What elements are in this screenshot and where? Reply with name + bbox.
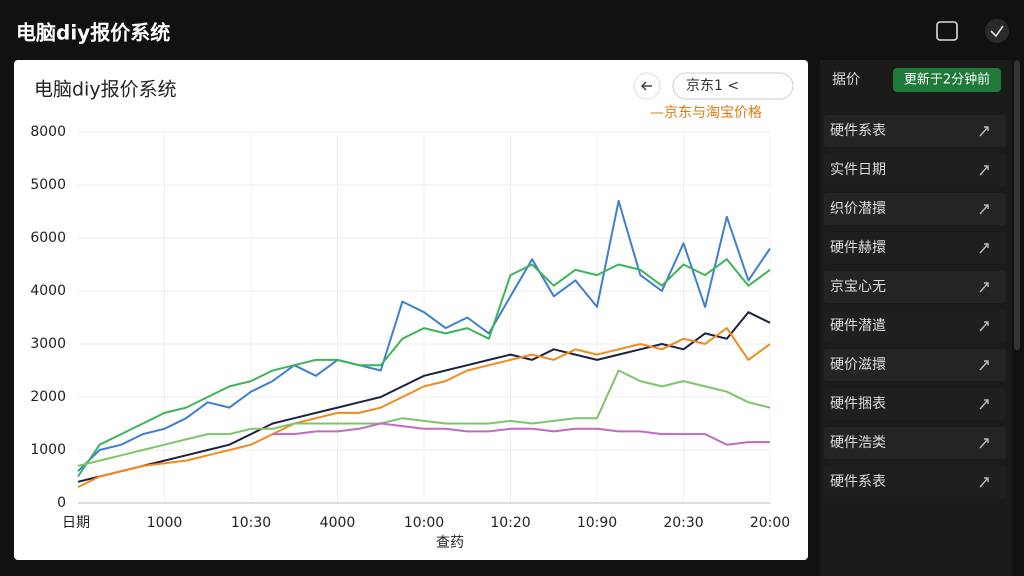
back-icon xyxy=(640,81,652,91)
check-icon xyxy=(990,25,1004,38)
update-button[interactable] xyxy=(893,68,1001,92)
close-button[interactable] xyxy=(985,19,1009,43)
sidebar-item[interactable] xyxy=(824,154,1006,186)
edit-icon xyxy=(979,204,989,215)
x-axis-label: 查药 xyxy=(436,535,464,551)
sidebar-item[interactable] xyxy=(824,232,1006,264)
sidebar-title: 据价 xyxy=(832,72,860,88)
series-line xyxy=(77,369,771,467)
sidebar-item[interactable] xyxy=(824,115,1006,147)
scrollbar[interactable] xyxy=(1014,60,1020,350)
y-tick-label: 0 xyxy=(57,495,66,511)
dropdown[interactable] xyxy=(672,72,794,100)
series-line xyxy=(77,199,771,472)
sidebar-item-label: 实件日期 xyxy=(830,162,886,178)
chart-panel xyxy=(14,60,808,560)
edit-icon xyxy=(979,126,989,137)
y-tick-label: 2000 xyxy=(30,389,66,405)
x-tick-label: 10:00 xyxy=(404,515,444,531)
series-line xyxy=(77,258,771,478)
sidebar-item[interactable] xyxy=(824,388,1006,420)
sidebar-item[interactable] xyxy=(824,271,1006,303)
sidebar-item[interactable] xyxy=(824,466,1006,498)
x-tick-label: 4000 xyxy=(320,515,356,531)
dropdown-label: 京东1 < xyxy=(686,78,739,94)
x-tick-label: 10:20 xyxy=(490,515,530,531)
edit-icon xyxy=(979,438,989,449)
x-tick-label: 20:30 xyxy=(663,515,703,531)
sidebar-item[interactable] xyxy=(824,310,1006,342)
sidebar-item[interactable] xyxy=(824,427,1006,459)
y-tick-label: 3000 xyxy=(30,336,66,352)
update-label: 更新于2分钟前 xyxy=(904,72,990,88)
y-tick-label: 5000 xyxy=(30,177,66,193)
x-tick-label: 日期 xyxy=(62,515,90,531)
edit-icon xyxy=(979,165,989,176)
y-tick-label: 6000 xyxy=(30,230,66,246)
y-tick-label: 1000 xyxy=(30,442,66,458)
sidebar-item-label: 硬件系表 xyxy=(830,474,886,490)
sidebar-item[interactable] xyxy=(824,349,1006,381)
sidebar-item-label: 织价潜擐 xyxy=(830,201,886,217)
edit-icon xyxy=(979,243,989,254)
x-tick-label: 10:30 xyxy=(231,515,271,531)
edit-icon xyxy=(979,360,989,371)
series-line xyxy=(77,327,771,488)
series-line xyxy=(77,311,771,483)
edit-icon xyxy=(979,477,989,488)
sidebar-item-label: 京宝心无 xyxy=(830,279,886,295)
edit-icon xyxy=(979,399,989,410)
sidebar-item-label: 硬件潜遣 xyxy=(830,318,886,334)
sidebar-item-label: 硬件捆表 xyxy=(830,396,886,412)
x-tick-label: 1000 xyxy=(147,515,183,531)
app-title: 电脑diy报价系统 xyxy=(16,21,170,45)
edit-icon xyxy=(979,321,989,332)
y-tick-label: 8000 xyxy=(30,124,66,140)
sidebar-item-label: 硬价滋擐 xyxy=(830,357,886,373)
sidebar-item-label: 硬件系表 xyxy=(830,123,886,139)
sidebar-item[interactable] xyxy=(824,193,1006,225)
comment-icon[interactable] xyxy=(936,21,958,41)
edit-icon xyxy=(979,282,989,293)
x-tick-label: 10:90 xyxy=(577,515,617,531)
series-line xyxy=(272,422,770,446)
sidebar-item-label: 硬件赫擐 xyxy=(830,240,886,256)
chart-title: 电脑diy报价系统 xyxy=(34,79,177,101)
y-tick-label: 4000 xyxy=(30,283,66,299)
sidebar-item-label: 硬件浩类 xyxy=(830,435,886,451)
legend-annotation: —京东与淘宝价格 xyxy=(650,105,762,121)
x-tick-label: 20:00 xyxy=(750,515,790,531)
